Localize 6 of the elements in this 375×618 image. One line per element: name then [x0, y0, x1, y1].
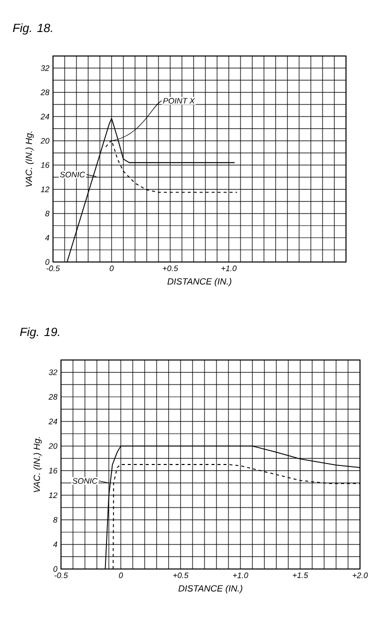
x-axis-title: DISTANCE (IN.)	[167, 278, 232, 286]
y-axis-title: VAC. (IN.) Hg.	[33, 437, 42, 492]
chart-title: Fig. 19.	[20, 327, 60, 339]
chart-title: Fig. 18.	[12, 23, 52, 35]
y-axis-title: VAC. (IN.) Hg.	[25, 132, 34, 187]
x-axis-title: DISTANCE (IN.)	[178, 584, 242, 594]
